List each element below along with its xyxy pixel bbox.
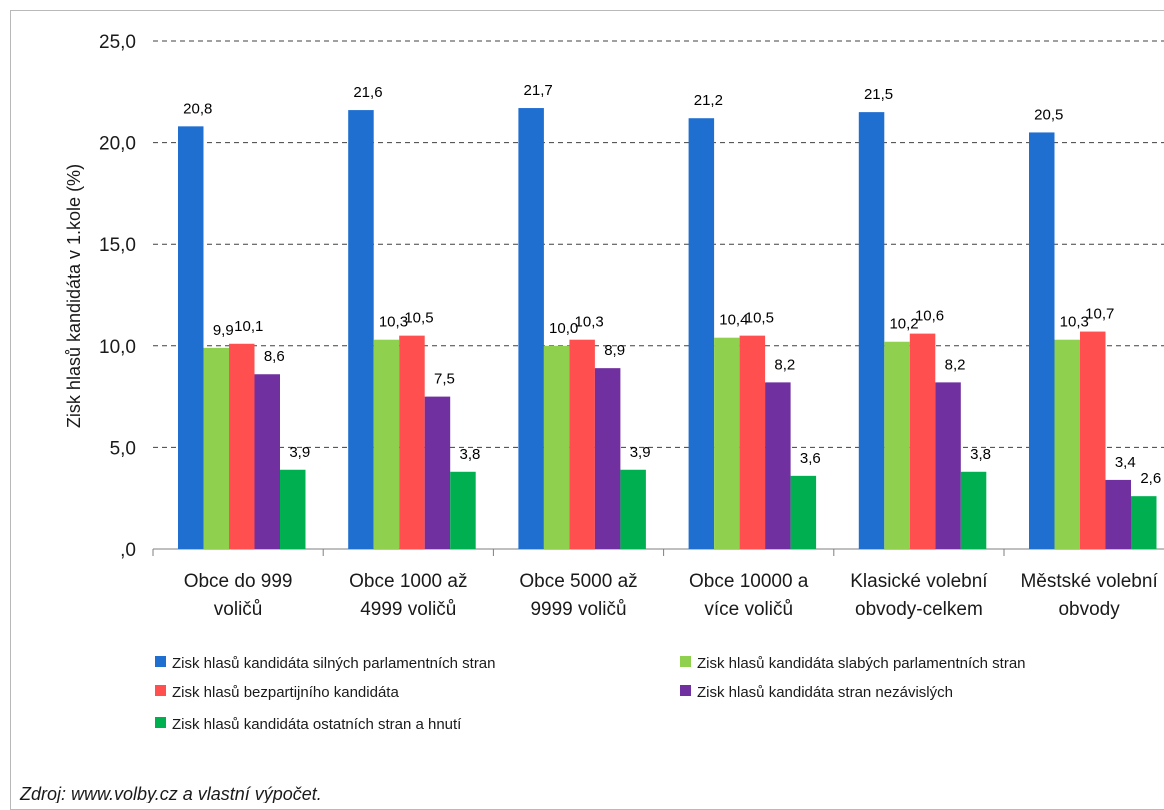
data-label: 10,4 bbox=[719, 312, 748, 329]
bar bbox=[1054, 339, 1080, 549]
source-note: Zdroj: www.volby.cz a vlastní výpočet. bbox=[19, 784, 322, 803]
y-tick-label: 15,0 bbox=[99, 235, 136, 256]
data-label: 10,6 bbox=[915, 308, 944, 325]
bar bbox=[960, 471, 987, 549]
data-label: 20,8 bbox=[183, 100, 212, 117]
legend-swatch bbox=[680, 656, 691, 667]
bar bbox=[373, 339, 400, 549]
data-label: 21,5 bbox=[864, 86, 893, 103]
data-label: 3,6 bbox=[800, 450, 821, 467]
bar bbox=[1029, 132, 1055, 549]
grid-lines bbox=[152, 40, 1164, 556]
bar bbox=[739, 335, 766, 549]
data-label: 8,9 bbox=[604, 342, 625, 359]
category-label: Obce do 999 bbox=[184, 571, 293, 592]
y-tick-label: 20,0 bbox=[99, 134, 136, 155]
bar bbox=[178, 126, 204, 550]
bar bbox=[858, 112, 885, 550]
data-label: 21,2 bbox=[694, 92, 723, 109]
data-labels: 20,89,9 10,18,63,921,610,310,57,53,821,71… bbox=[183, 82, 1161, 487]
data-label: 3,8 bbox=[460, 446, 481, 463]
data-label: 10,0 bbox=[549, 320, 578, 337]
data-label: 21,6 bbox=[353, 84, 382, 101]
category-label: Městské volební bbox=[1020, 571, 1158, 592]
legend-label: Zisk hlasů kandidáta slabých parlamentní… bbox=[697, 655, 1026, 672]
data-label: 2,6 bbox=[1140, 470, 1161, 487]
category-label: obvody-celkem bbox=[855, 599, 983, 620]
bar bbox=[569, 339, 595, 549]
category-label: 4999 voličů bbox=[360, 599, 456, 620]
data-label: 3,8 bbox=[970, 446, 991, 463]
data-label: 20,5 bbox=[1034, 106, 1063, 123]
bar bbox=[1131, 496, 1157, 549]
bar bbox=[765, 382, 791, 549]
bar bbox=[203, 347, 229, 549]
data-label: 10,7 bbox=[1085, 306, 1114, 323]
bars bbox=[178, 108, 1157, 550]
bar bbox=[518, 108, 544, 549]
category-label: voličů bbox=[214, 599, 263, 620]
bar bbox=[909, 333, 936, 549]
bar bbox=[254, 374, 280, 549]
bar bbox=[935, 382, 961, 549]
bar bbox=[1080, 331, 1106, 549]
bar bbox=[790, 475, 817, 549]
x-axis-categories: Obce do 999 voličů Obce 1000 až 4999 voličů… bbox=[184, 571, 1159, 620]
bar bbox=[348, 110, 374, 549]
legend: Zisk hlasů kandidáta silných parlamentní… bbox=[155, 655, 1026, 733]
bar bbox=[688, 118, 715, 549]
category-label: obvody bbox=[1058, 599, 1120, 620]
data-label: 10,3 bbox=[1060, 314, 1089, 331]
category-label: Klasické volební bbox=[850, 571, 988, 592]
bar bbox=[543, 345, 570, 549]
y-tick-label: 10,0 bbox=[99, 337, 136, 358]
legend-label: Zisk hlasů kandidáta ostatních stran a h… bbox=[172, 716, 462, 733]
legend-swatch bbox=[680, 685, 691, 696]
y-tick-label: ,0 bbox=[120, 540, 136, 561]
bar bbox=[280, 469, 306, 549]
data-label: 8,6 bbox=[264, 348, 285, 365]
data-label: 3,4 bbox=[1115, 454, 1136, 471]
data-label: 9,9 bbox=[213, 322, 234, 339]
legend-swatch bbox=[155, 685, 166, 696]
legend-label: Zisk hlasů bezpartijního kandidáta bbox=[172, 684, 399, 701]
data-label: 10,3 bbox=[379, 314, 408, 331]
legend-swatch bbox=[155, 656, 166, 667]
data-label: 21,7 bbox=[524, 82, 553, 99]
data-label: 8,2 bbox=[774, 356, 795, 373]
bar bbox=[620, 469, 646, 549]
data-label: 10,2 bbox=[889, 316, 918, 333]
category-label: Obce 5000 až bbox=[519, 571, 637, 592]
legend-label: Zisk hlasů kandidáta stran nezávislých bbox=[697, 684, 953, 701]
bar bbox=[399, 335, 425, 549]
category-label: 9999 voličů bbox=[530, 599, 626, 620]
legend-label: Zisk hlasů kandidáta silných parlamentní… bbox=[172, 655, 496, 672]
bar bbox=[229, 343, 255, 549]
data-label: 10,3 bbox=[575, 314, 604, 331]
y-tick-label: 5,0 bbox=[110, 438, 136, 459]
y-axis-title: Zisk hlasů kandidáta v 1.kole (%) bbox=[64, 164, 84, 428]
bar bbox=[714, 337, 740, 549]
category-label: Obce 1000 až bbox=[349, 571, 467, 592]
legend-swatch bbox=[155, 717, 166, 728]
data-label: 3,9 bbox=[630, 444, 651, 461]
bar bbox=[424, 396, 451, 549]
bar bbox=[594, 368, 621, 549]
data-label: 3,9 bbox=[289, 444, 310, 461]
bar bbox=[450, 471, 476, 549]
data-label: 8,2 bbox=[945, 356, 966, 373]
category-label: více voličů bbox=[704, 599, 793, 620]
data-label: 10,5 bbox=[404, 310, 433, 327]
y-axis-ticks: 25,0 20,0 15,0 10,0 5,0 ,0 bbox=[99, 32, 136, 561]
data-label: 10,1 bbox=[234, 318, 263, 335]
y-tick-label: 25,0 bbox=[99, 32, 136, 53]
data-label: 7,5 bbox=[434, 371, 455, 388]
bar bbox=[884, 341, 910, 549]
data-label: 10,5 bbox=[745, 310, 774, 327]
bar bbox=[1105, 479, 1131, 549]
category-label: Obce 10000 a bbox=[689, 571, 809, 592]
